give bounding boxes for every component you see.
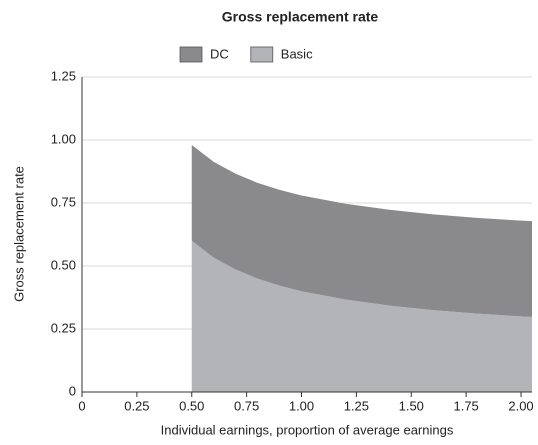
x-tick-label: 1.00	[289, 398, 314, 413]
x-tick-label: 0	[78, 398, 85, 413]
chart-title: Gross replacement rate	[222, 9, 379, 25]
legend-swatch	[250, 46, 274, 63]
area	[191, 145, 532, 317]
y-tick-label: 1.25	[51, 68, 76, 83]
y-tick-label: 0	[69, 383, 76, 398]
y-tick-label: 0.25	[51, 320, 76, 335]
x-tick-label: 0.25	[124, 398, 149, 413]
legend-label: DC	[210, 46, 229, 61]
x-tick-label: 1.25	[344, 398, 369, 413]
y-axis-label: Gross replacement rate	[11, 166, 26, 302]
x-tick-label: 1.75	[453, 398, 478, 413]
legend-swatch	[179, 46, 203, 63]
x-axis-label: Individual earnings, proportion of avera…	[161, 422, 454, 437]
y-tick-label: 0.50	[51, 257, 76, 272]
x-tick-label: 2.00	[508, 398, 533, 413]
area	[191, 240, 532, 392]
x-tick-label: 0.75	[234, 398, 259, 413]
y-tick-label: 0.75	[51, 194, 76, 209]
y-tick-label: 1.00	[51, 131, 76, 146]
x-tick-label: 1.50	[399, 398, 424, 413]
x-tick-label: 0.50	[179, 398, 204, 413]
legend-label: Basic	[281, 46, 313, 61]
